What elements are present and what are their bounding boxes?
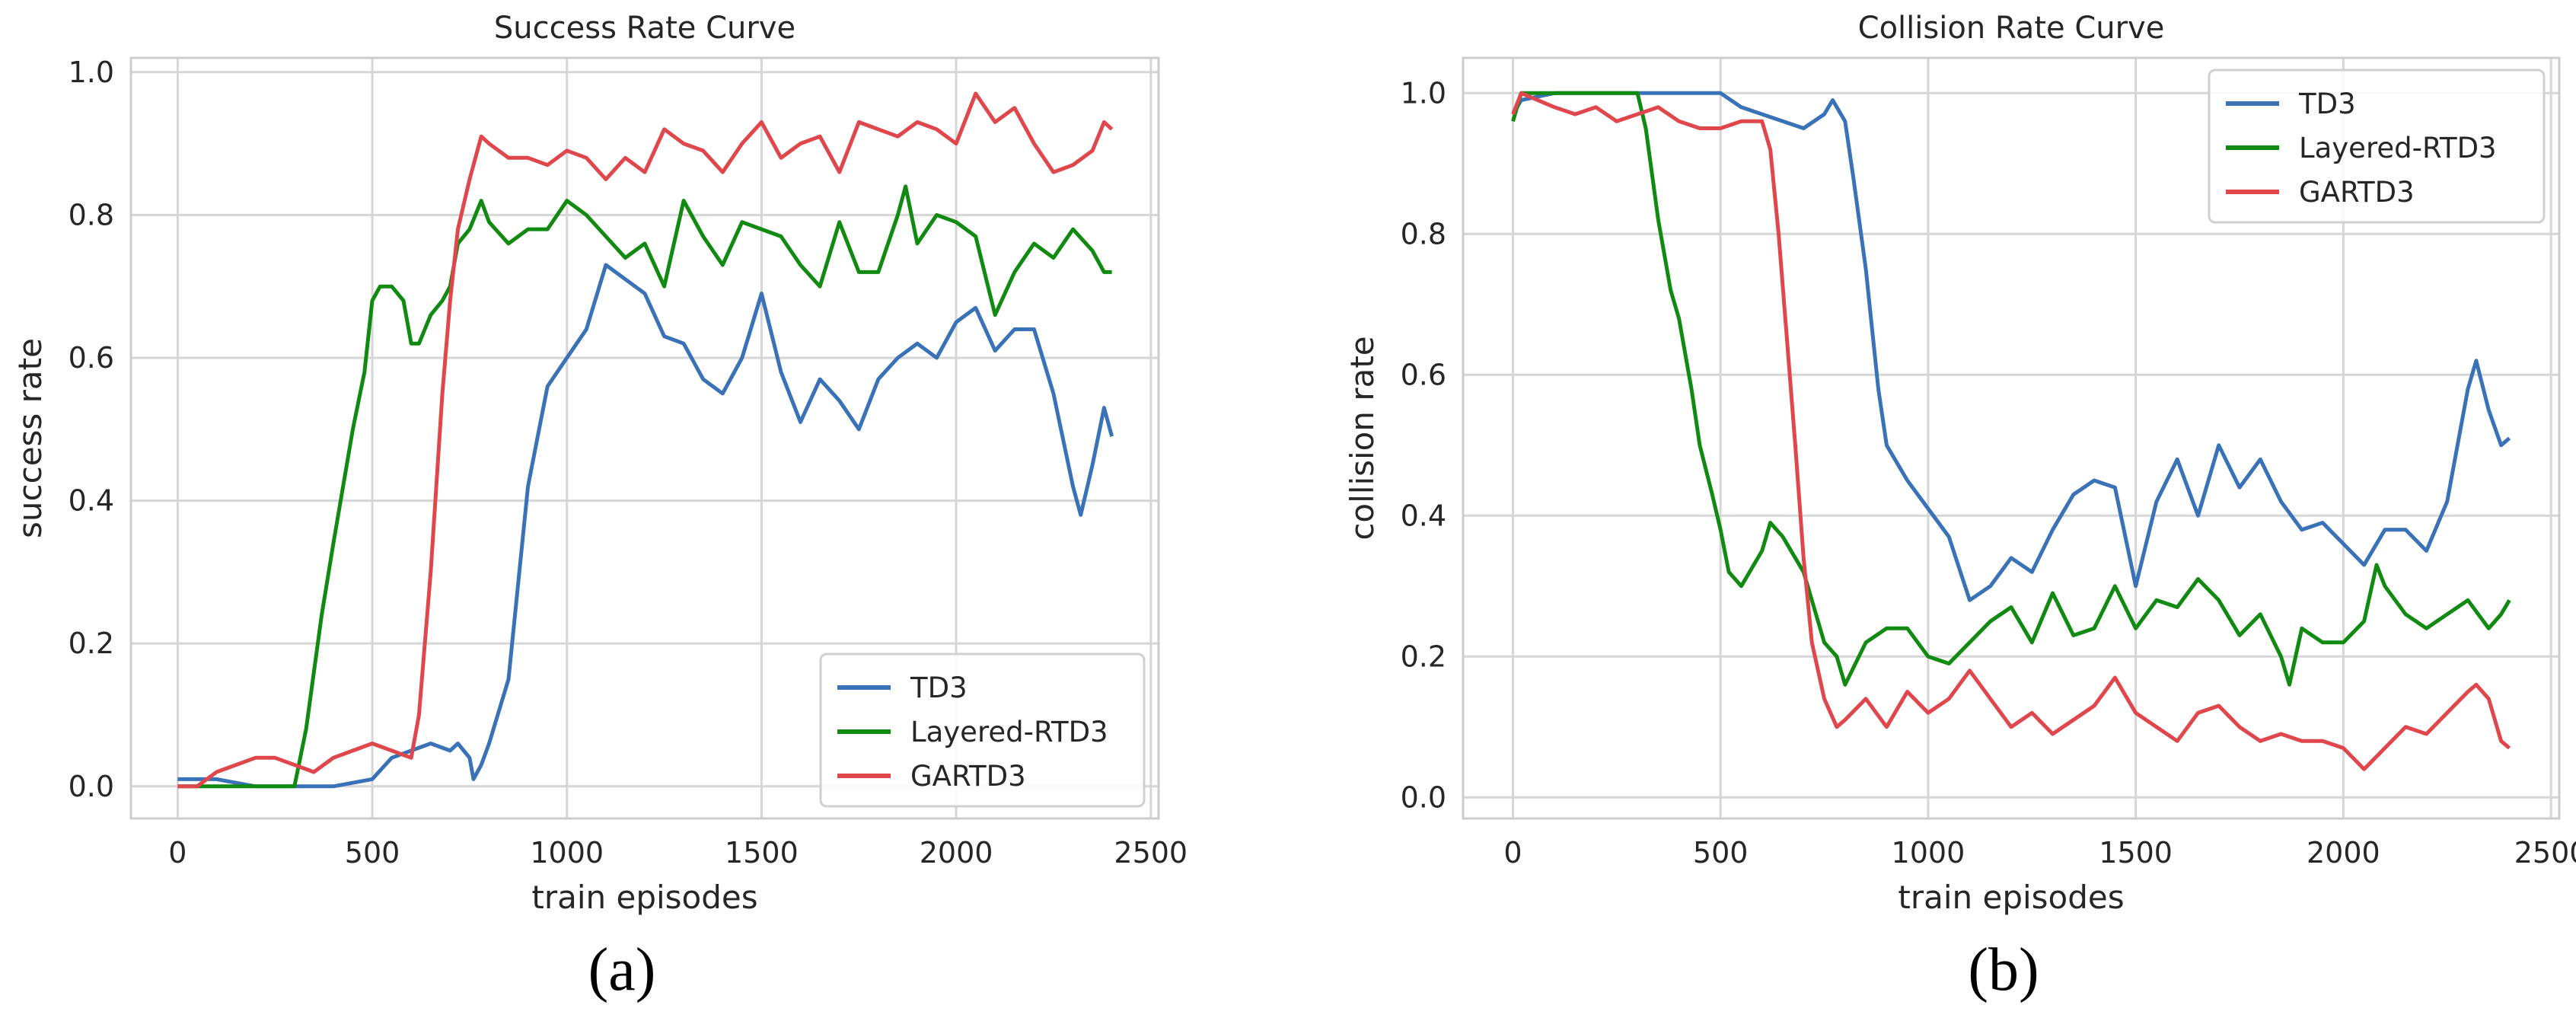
chart-1-legend-box — [2208, 69, 2546, 224]
chart-0-ytick-label: 0.4 — [69, 484, 114, 518]
chart-0-xtick-label: 2500 — [1114, 836, 1188, 869]
chart-0-xtick-label: 1000 — [530, 836, 604, 869]
chart-0-title: Success Rate Curve — [494, 11, 795, 46]
chart-1-ytick-label: 0.2 — [1401, 640, 1446, 673]
chart-0-xtick-label: 1500 — [725, 836, 799, 869]
chart-1-legend-label: GARTD3 — [2299, 176, 2415, 209]
chart-0-ytick-label: 0.6 — [69, 341, 114, 375]
chart-0-ytick-label: 0.0 — [69, 770, 114, 803]
chart-0-xlabel: train episodes — [531, 879, 757, 916]
chart-1-xtick-label: 2500 — [2514, 836, 2576, 869]
success-rate-chart: 0 500 1000 1500 2000 2500 0.0 0.2 0.4 0.6 0.8 1.0 Su… — [11, 11, 1188, 1003]
chart-0-legend-box — [819, 652, 1146, 808]
chart-1-ytick-label: 0.6 — [1401, 358, 1446, 391]
chart-0-series-layered-rtd3-line — [177, 184, 1112, 789]
chart-1-ytick-label: 1.0 — [1401, 76, 1446, 110]
chart-1-xtick-label: 1000 — [1892, 836, 1965, 869]
chart-1-frame — [1462, 56, 2561, 820]
chart-1-series-td3-line — [1511, 91, 2511, 602]
chart-0-series-td3-line — [177, 263, 1114, 789]
chart-1-xtick-label: 500 — [1693, 836, 1749, 869]
chart-1-legend-label: Layered-RTD3 — [2299, 132, 2497, 164]
chart-0-xtick-label: 2000 — [920, 836, 993, 869]
chart-1-legend-label: TD3 — [2298, 88, 2356, 120]
chart-0-panel-label: (a) — [588, 936, 656, 1003]
chart-1-xtick-label: 1500 — [2099, 836, 2173, 869]
chart-0-legend-label: TD3 — [910, 672, 968, 704]
chart-0-legend-label: Layered-RTD3 — [910, 716, 1108, 748]
chart-0-series-gartd3-line — [177, 91, 1114, 789]
chart-0-frame — [129, 56, 1160, 820]
chart-0-ytick-label: 0.2 — [69, 627, 114, 660]
chart-1-xtick-label: 2000 — [2307, 836, 2380, 869]
chart-1-panel-label: (b) — [1968, 936, 2039, 1003]
chart-0-ytick-label: 1.0 — [69, 56, 114, 89]
chart-1-title: Collision Rate Curve — [1858, 11, 2165, 46]
collision-rate-chart: 0 500 1000 1500 2000 2500 0.0 0.2 0.4 0.6 0.8 1.0 Co… — [1344, 11, 2576, 1003]
chart-1-series-layered-rtd3-line — [1511, 91, 2511, 687]
chart-0-xtick-label: 0 — [168, 836, 187, 869]
chart-1-ytick-label: 0.8 — [1401, 217, 1446, 250]
chart-1-xtick-label: 0 — [1503, 836, 1522, 869]
chart-0-xtick-label: 500 — [345, 836, 400, 869]
chart-0-legend-label: GARTD3 — [910, 760, 1026, 793]
chart-0-ytick-label: 0.8 — [69, 198, 114, 231]
chart-1-ylabel: collision rate — [1344, 336, 1381, 540]
chart-1-xlabel: train episodes — [1898, 879, 2124, 916]
chart-1-series-gartd3-line — [1511, 91, 2511, 771]
chart-1-ytick-label: 0.0 — [1401, 780, 1446, 814]
chart-0-ylabel: success rate — [11, 338, 49, 538]
chart-1-ytick-label: 0.4 — [1401, 499, 1446, 532]
